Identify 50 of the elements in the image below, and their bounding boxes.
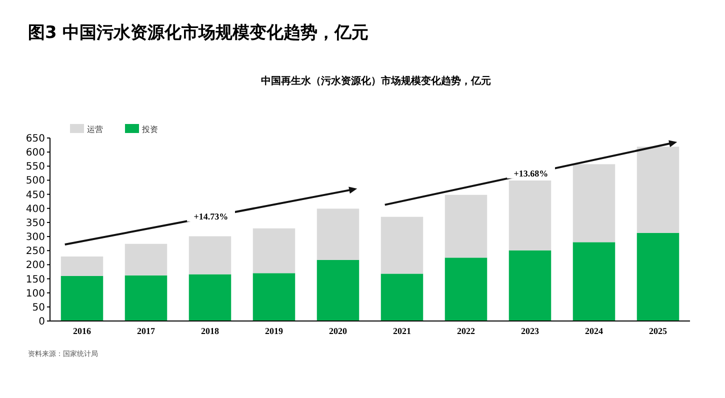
x-tick-label: 2022	[457, 326, 476, 336]
y-tick-label: 200	[26, 260, 45, 272]
x-tick-label: 2017	[137, 326, 156, 336]
y-tick-label: 650	[26, 134, 45, 144]
bar	[380, 274, 424, 321]
y-tick-label: 400	[26, 204, 45, 215]
x-tick-label: 2020	[329, 326, 348, 336]
chart-title: 图3 中国污水资源化市场规模变化趋势，亿元	[28, 23, 369, 43]
bar	[444, 194, 488, 258]
y-tick-label: 450	[26, 190, 45, 201]
chart-subtitle: 中国再生水（污水资源化）市场规模变化趋势，亿元	[261, 75, 491, 87]
bar	[188, 236, 232, 274]
bar	[508, 180, 552, 250]
x-tick-label: 2019	[265, 326, 284, 336]
x-tick-label: 2025	[649, 326, 668, 336]
bar	[316, 260, 360, 321]
bar	[60, 276, 104, 321]
bar	[508, 250, 552, 321]
bar	[444, 258, 488, 321]
bar	[636, 146, 680, 233]
y-tick-label: 100	[26, 288, 45, 300]
x-tick-label: 2024	[585, 326, 604, 336]
bar	[252, 273, 296, 321]
y-tick-label: 350	[26, 218, 45, 229]
y-tick-label: 500	[26, 176, 45, 187]
y-tick-label: 550	[26, 162, 45, 173]
y-tick-label: 0	[38, 316, 45, 328]
x-tick-label: 2016	[73, 326, 92, 336]
y-tick-label: 600	[26, 148, 45, 159]
x-tick-label: 2018	[201, 326, 220, 336]
bar	[572, 242, 616, 321]
legend-label: 运营	[87, 125, 103, 134]
annotation: +13.68%	[514, 168, 548, 178]
bar	[316, 208, 360, 260]
y-tick-label: 50	[32, 302, 45, 314]
x-tick-label: 2021	[393, 326, 412, 336]
y-tick-label: 250	[26, 246, 45, 258]
x-tick-label: 2023	[521, 326, 540, 336]
y-tick-label: 150	[26, 274, 45, 286]
bar	[188, 274, 232, 321]
bar	[252, 228, 296, 274]
bar	[636, 232, 680, 321]
y-tick-label: 300	[26, 232, 45, 244]
bar	[380, 216, 424, 274]
legend-label: 投资	[141, 125, 158, 134]
annotation: +14.73%	[194, 212, 228, 222]
bar	[124, 275, 168, 321]
bar	[60, 256, 104, 276]
bar	[124, 244, 168, 276]
bar	[572, 164, 616, 242]
